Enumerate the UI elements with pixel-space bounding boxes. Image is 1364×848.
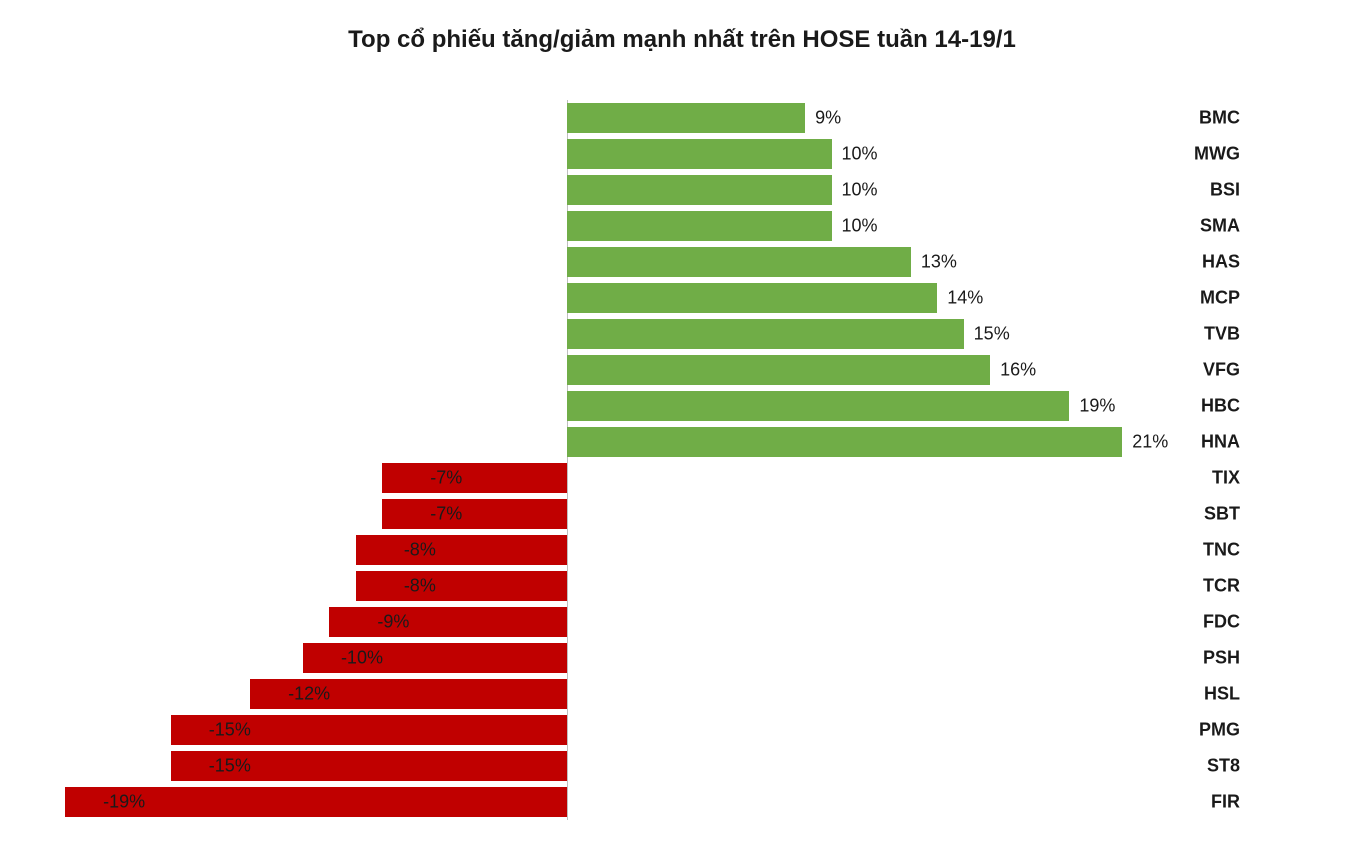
positive-bar bbox=[567, 283, 937, 313]
category-label: BMC bbox=[1199, 108, 1240, 129]
category-label: MWG bbox=[1194, 144, 1240, 165]
positive-bar bbox=[567, 247, 911, 277]
bar-row: 14% MCP bbox=[40, 280, 1240, 316]
bar-value-label: -19% bbox=[103, 792, 145, 813]
bar-value-label: -12% bbox=[288, 684, 330, 705]
bar-value-label: 10% bbox=[842, 180, 878, 201]
bar-value-label: 10% bbox=[842, 216, 878, 237]
chart-title: Top cổ phiếu tăng/giảm mạnh nhất trên HO… bbox=[0, 26, 1364, 54]
bar-value-label: -8% bbox=[404, 576, 436, 597]
bar-row: -8% TCR bbox=[40, 568, 1240, 604]
category-label: FIR bbox=[1211, 792, 1240, 813]
bar-row: 9% BMC bbox=[40, 100, 1240, 136]
bar-value-label: -8% bbox=[404, 540, 436, 561]
category-label: FDC bbox=[1203, 612, 1240, 633]
negative-bar bbox=[382, 463, 567, 493]
bar-row: 10% MWG bbox=[40, 136, 1240, 172]
bar-row: -15% ST8 bbox=[40, 748, 1240, 784]
bar-row: -10% PSH bbox=[40, 640, 1240, 676]
bar-row: -7% TIX bbox=[40, 460, 1240, 496]
positive-bar bbox=[567, 211, 831, 241]
category-label: BSI bbox=[1210, 180, 1240, 201]
category-label: SBT bbox=[1204, 504, 1240, 525]
category-label: TIX bbox=[1212, 468, 1240, 489]
positive-bar bbox=[567, 427, 1122, 457]
bar-row: 13% HAS bbox=[40, 244, 1240, 280]
bar-value-label: -7% bbox=[430, 468, 462, 489]
negative-bar bbox=[356, 535, 567, 565]
bar-row: -9% FDC bbox=[40, 604, 1240, 640]
negative-bar bbox=[382, 499, 567, 529]
negative-bar bbox=[356, 571, 567, 601]
category-label: HNA bbox=[1201, 432, 1240, 453]
bar-value-label: 19% bbox=[1079, 396, 1115, 417]
category-label: VFG bbox=[1203, 360, 1240, 381]
bar-row: 10% SMA bbox=[40, 208, 1240, 244]
category-label: TVB bbox=[1204, 324, 1240, 345]
chart-container: Top cổ phiếu tăng/giảm mạnh nhất trên HO… bbox=[0, 0, 1364, 848]
bar-row: -12% HSL bbox=[40, 676, 1240, 712]
bar-value-label: 16% bbox=[1000, 360, 1036, 381]
category-label: MCP bbox=[1200, 288, 1240, 309]
category-label: PMG bbox=[1199, 720, 1240, 741]
bar-value-label: -15% bbox=[209, 756, 251, 777]
positive-bar bbox=[567, 391, 1069, 421]
category-label: TNC bbox=[1203, 540, 1240, 561]
category-label: SMA bbox=[1200, 216, 1240, 237]
bar-row: -8% TNC bbox=[40, 532, 1240, 568]
bar-value-label: 10% bbox=[842, 144, 878, 165]
positive-bar bbox=[567, 319, 963, 349]
plot-area: 9% BMC 10% MWG 10% BSI 10% SMA 13% HAS 14% MCP 15% TV… bbox=[40, 100, 1240, 820]
bar-value-label: 9% bbox=[815, 108, 841, 129]
bar-row: -19% FIR bbox=[40, 784, 1240, 820]
category-label: HSL bbox=[1204, 684, 1240, 705]
negative-bar bbox=[329, 607, 567, 637]
bar-value-label: 13% bbox=[921, 252, 957, 273]
category-label: HAS bbox=[1202, 252, 1240, 273]
bar-value-label: -10% bbox=[341, 648, 383, 669]
category-label: PSH bbox=[1203, 648, 1240, 669]
category-label: ST8 bbox=[1207, 756, 1240, 777]
bar-value-label: -7% bbox=[430, 504, 462, 525]
positive-bar bbox=[567, 355, 990, 385]
bar-value-label: -15% bbox=[209, 720, 251, 741]
positive-bar bbox=[567, 139, 831, 169]
bar-value-label: 14% bbox=[947, 288, 983, 309]
category-label: HBC bbox=[1201, 396, 1240, 417]
bar-row: -7% SBT bbox=[40, 496, 1240, 532]
bar-value-label: 21% bbox=[1132, 432, 1168, 453]
bar-row: 10% BSI bbox=[40, 172, 1240, 208]
bar-row: 19% HBC bbox=[40, 388, 1240, 424]
bar-value-label: -9% bbox=[377, 612, 409, 633]
bar-row: 15% TVB bbox=[40, 316, 1240, 352]
bar-row: 16% VFG bbox=[40, 352, 1240, 388]
bar-value-label: 15% bbox=[974, 324, 1010, 345]
bar-row: -15% PMG bbox=[40, 712, 1240, 748]
positive-bar bbox=[567, 175, 831, 205]
bar-row: 21% HNA bbox=[40, 424, 1240, 460]
positive-bar bbox=[567, 103, 805, 133]
category-label: TCR bbox=[1203, 576, 1240, 597]
